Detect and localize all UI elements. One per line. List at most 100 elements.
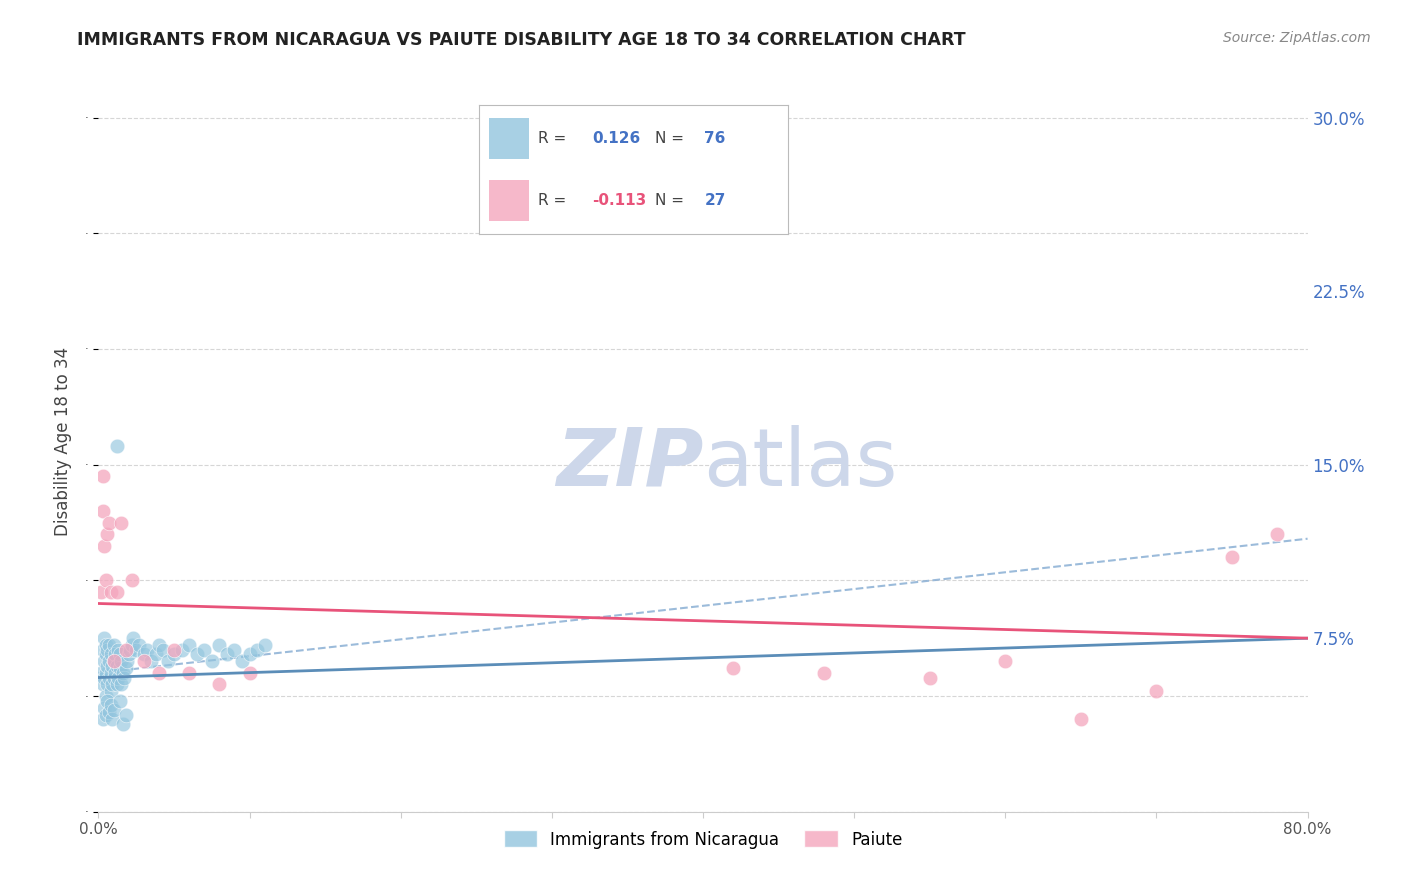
Point <box>94 574 117 588</box>
Point <box>111 716 134 731</box>
Point <box>114 661 136 675</box>
Point <box>91 504 114 518</box>
Point <box>1070 712 1092 726</box>
Point <box>94 665 117 680</box>
Point <box>100 698 122 713</box>
Point <box>96 694 118 708</box>
Point <box>115 654 138 668</box>
Point <box>100 665 122 680</box>
Point <box>108 661 131 675</box>
Point <box>98 705 121 719</box>
Point <box>105 659 128 673</box>
Point <box>103 638 125 652</box>
Text: ZIP: ZIP <box>555 425 703 503</box>
Point <box>224 642 246 657</box>
Point <box>103 703 125 717</box>
Point <box>94 638 117 652</box>
Point <box>132 648 155 662</box>
Point <box>94 707 117 722</box>
Point <box>156 654 179 668</box>
Text: atlas: atlas <box>703 425 897 503</box>
Point <box>94 689 117 703</box>
Point <box>141 654 163 668</box>
Point <box>813 665 835 680</box>
Point <box>93 539 115 553</box>
Point <box>239 648 262 662</box>
Point <box>120 642 142 657</box>
Point <box>93 654 115 668</box>
Point <box>170 642 193 657</box>
Point <box>96 642 118 657</box>
Point <box>110 677 132 691</box>
Point <box>152 642 174 657</box>
Point <box>1220 550 1243 565</box>
Point <box>96 659 118 673</box>
Point <box>114 707 136 722</box>
Point <box>121 638 143 652</box>
Point <box>246 642 269 657</box>
Point <box>994 654 1017 668</box>
Point <box>93 700 115 714</box>
Point <box>91 469 114 483</box>
Point <box>103 654 125 668</box>
Point <box>101 677 124 691</box>
Point <box>186 648 208 662</box>
Point <box>98 654 121 668</box>
Point <box>179 665 201 680</box>
Point <box>100 684 122 698</box>
Legend: Immigrants from Nicaragua, Paiute: Immigrants from Nicaragua, Paiute <box>496 823 910 855</box>
Point <box>132 654 155 668</box>
Point <box>104 648 127 662</box>
Point <box>918 671 941 685</box>
Point <box>145 648 167 662</box>
Point <box>1267 527 1289 541</box>
Point <box>108 648 131 662</box>
Point <box>193 642 215 657</box>
Point <box>98 671 121 685</box>
Point <box>105 585 128 599</box>
Point <box>91 712 114 726</box>
Point <box>111 665 134 680</box>
Point <box>96 677 118 691</box>
Point <box>107 642 129 657</box>
Point <box>107 671 129 685</box>
Point <box>91 642 114 657</box>
Y-axis label: Disability Age 18 to 34: Disability Age 18 to 34 <box>53 347 72 536</box>
Point <box>135 642 157 657</box>
Point <box>98 516 121 530</box>
Point <box>93 671 115 685</box>
Point <box>148 638 170 652</box>
Point <box>91 677 114 691</box>
Point <box>201 654 224 668</box>
Point <box>112 671 135 685</box>
Point <box>98 638 121 652</box>
Point <box>239 665 262 680</box>
Text: Source: ZipAtlas.com: Source: ZipAtlas.com <box>1223 31 1371 45</box>
Point <box>103 654 125 668</box>
Point <box>723 661 745 675</box>
Point <box>90 665 112 680</box>
Point <box>253 638 276 652</box>
Point <box>110 516 132 530</box>
Point <box>208 638 231 652</box>
Point <box>93 631 115 645</box>
Point <box>163 642 186 657</box>
Point <box>110 654 132 668</box>
Point <box>208 677 231 691</box>
Point <box>96 527 118 541</box>
Point <box>105 439 128 453</box>
Point <box>101 659 124 673</box>
Point <box>125 642 148 657</box>
Point <box>100 585 122 599</box>
Point <box>163 648 186 662</box>
Point <box>90 585 112 599</box>
Point <box>103 671 125 685</box>
Point <box>179 638 201 652</box>
Point <box>128 638 150 652</box>
Point <box>1144 684 1167 698</box>
Point <box>148 665 170 680</box>
Point <box>118 648 141 662</box>
Point <box>94 648 117 662</box>
Point <box>231 654 253 668</box>
Point <box>104 665 127 680</box>
